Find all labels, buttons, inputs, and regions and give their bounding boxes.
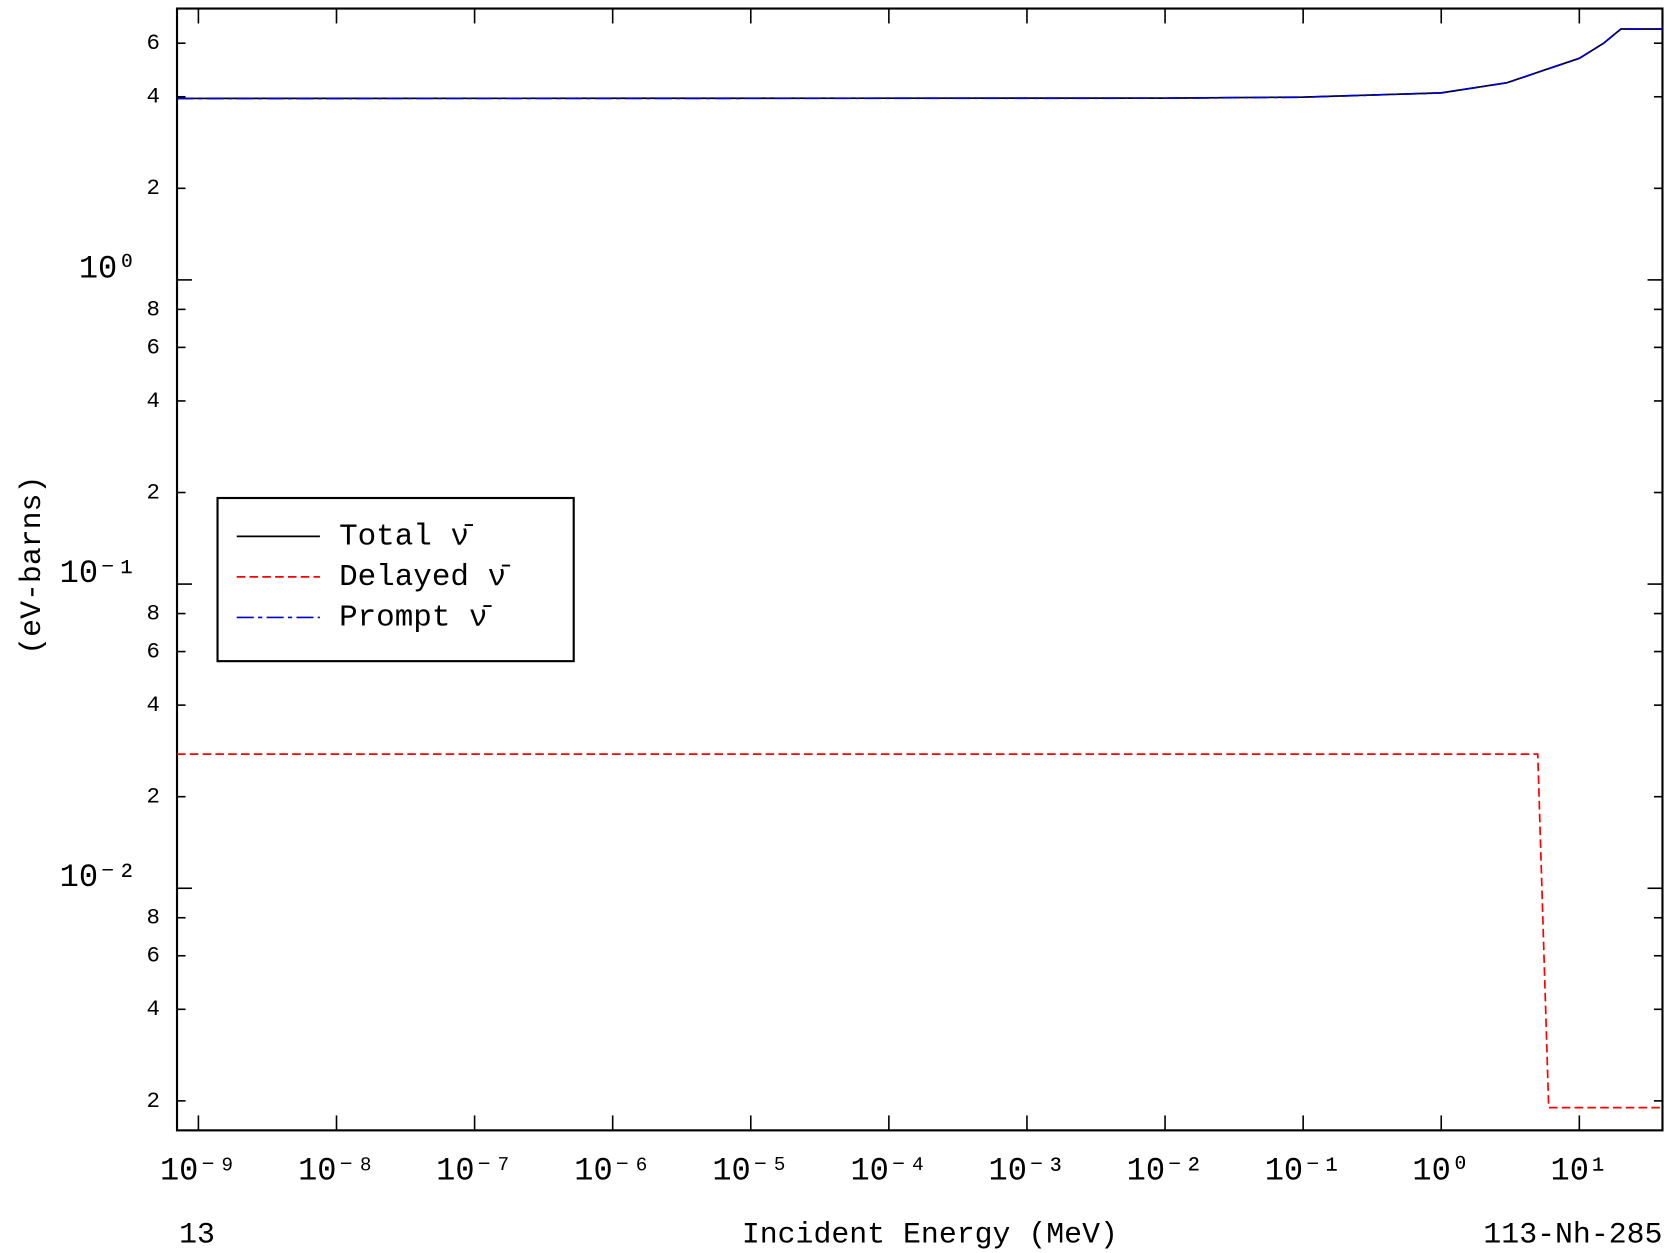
y-axis-label: (eV-barns)	[15, 476, 49, 655]
y-minor-label: 6	[147, 30, 160, 56]
x-tick-label: 10⁻⁴	[850, 1152, 927, 1189]
x-tick-label: 10⁻⁸	[298, 1152, 375, 1189]
plot-area	[177, 28, 1663, 1109]
y-tick-label: 10⁰	[79, 251, 137, 288]
footer-left: 13	[179, 1218, 215, 1252]
y-minor-label: 6	[147, 334, 160, 360]
legend-label: Delayed ν̄	[339, 560, 511, 595]
y-minor-label: 4	[147, 996, 160, 1022]
y-tick-label: 10⁻²	[60, 859, 137, 896]
y-tick-label: 10⁻¹	[60, 555, 137, 592]
y-minor-label: 8	[147, 296, 160, 322]
y-minor-label: 2	[147, 1088, 160, 1114]
footer-right: 113-Nh-285	[1483, 1218, 1662, 1252]
y-minor-label: 4	[147, 388, 160, 414]
series-line	[177, 753, 1663, 1109]
x-tick-label: 10⁻²	[1127, 1152, 1204, 1189]
x-tick-label: 10⁻⁵	[712, 1152, 789, 1189]
y-minor-label: 2	[147, 479, 160, 505]
x-tick-label: 10⁰	[1412, 1152, 1470, 1189]
x-tick-label: 10⁻¹	[1265, 1152, 1342, 1189]
y-minor-label: 8	[147, 905, 160, 931]
legend-label: Prompt ν̄	[339, 601, 492, 636]
y-minor-label: 6	[147, 943, 160, 969]
x-tick-label: 10⁻⁶	[574, 1152, 651, 1189]
y-minor-label: 6	[147, 638, 160, 664]
x-tick-label: 10⁻⁹	[160, 1152, 237, 1189]
y-minor-label: 2	[147, 175, 160, 201]
x-tick-label: 10⁻⁷	[436, 1152, 513, 1189]
legend-box	[216, 496, 575, 663]
series-line	[177, 28, 1663, 100]
y-minor-label: 4	[147, 84, 160, 110]
x-tick-label: 10¹	[1551, 1152, 1609, 1189]
y-minor-label: 4	[147, 692, 160, 718]
legend-label: Total ν̄	[339, 520, 474, 555]
y-minor-label: 8	[147, 600, 160, 626]
plot-frame	[175, 7, 1664, 1132]
series-line	[177, 28, 1663, 100]
y-minor-label: 2	[147, 784, 160, 810]
x-tick-label: 10⁻³	[989, 1152, 1066, 1189]
x-axis-label: Incident Energy (MeV)	[742, 1218, 1118, 1252]
